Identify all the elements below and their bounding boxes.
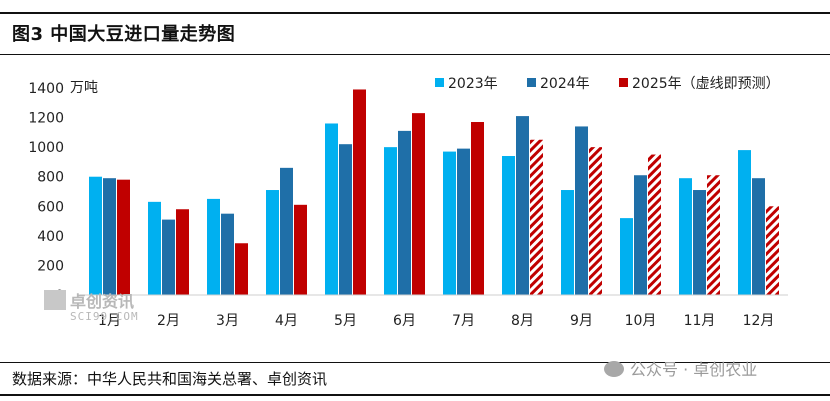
- y-tick-label: 1200: [28, 111, 64, 127]
- figure-title: 图3 中国大豆进口量走势图: [12, 24, 236, 45]
- bar-forecast: [530, 139, 543, 295]
- x-tick-label: 11月: [684, 313, 716, 329]
- bar-forecast: [707, 175, 720, 295]
- title-rule: [0, 54, 830, 55]
- y-tick-label: 200: [37, 258, 64, 274]
- y-tick-label: 600: [37, 199, 64, 215]
- watermark-left-url: SCI99.COM: [70, 310, 139, 323]
- y-tick-label: 400: [37, 229, 64, 245]
- bar: [325, 123, 338, 295]
- legend-swatch: [619, 78, 628, 87]
- x-tick-label: 3月: [216, 313, 239, 329]
- x-tick-label: 10月: [625, 313, 657, 329]
- bar: [176, 209, 189, 295]
- x-tick-label: 12月: [743, 313, 775, 329]
- legend-swatch: [435, 78, 444, 87]
- bar: [280, 167, 293, 295]
- bar: [516, 116, 529, 295]
- bar: [620, 218, 633, 295]
- watermark-left-name: 卓创资讯: [70, 292, 135, 311]
- legend-label: 2024年: [540, 76, 590, 92]
- bar: [353, 89, 366, 295]
- x-tick-label: 8月: [511, 313, 534, 329]
- bar-forecast: [589, 147, 602, 295]
- bar: [148, 201, 161, 295]
- wechat-icon: [604, 361, 624, 377]
- bar: [89, 176, 102, 295]
- watermark-right-text: 公众号 · 卓创农业: [630, 360, 758, 379]
- y-tick-label: 1000: [28, 140, 64, 156]
- bar: [738, 150, 751, 295]
- bar-forecast: [648, 154, 661, 295]
- y-axis: 0200400600800100012001400: [28, 81, 64, 304]
- bar: [235, 243, 248, 295]
- bars: [89, 89, 779, 295]
- source-rule: [0, 362, 830, 363]
- bar: [207, 198, 220, 295]
- x-tick-label: 7月: [452, 313, 475, 329]
- legend-label: 2025年（虚线即预测）: [632, 76, 780, 92]
- bar: [561, 190, 574, 295]
- bar: [103, 178, 116, 295]
- watermark-left: 卓创资讯 SCI99.COM: [44, 288, 139, 323]
- legend-swatch: [527, 78, 536, 87]
- bar: [162, 219, 175, 295]
- bar: [398, 130, 411, 295]
- x-tick-label: 1月: [98, 313, 121, 329]
- bar: [443, 151, 456, 295]
- bar: [266, 190, 279, 295]
- bar: [384, 147, 397, 295]
- x-tick-label: 6月: [393, 313, 416, 329]
- bar: [339, 144, 352, 295]
- bar: [117, 179, 130, 295]
- bar-forecast: [766, 206, 779, 295]
- bottom-rule: [0, 394, 830, 396]
- bar: [412, 113, 425, 295]
- bar: [693, 190, 706, 295]
- bar: [471, 122, 484, 295]
- x-tick-label: 9月: [570, 313, 593, 329]
- y-axis-unit: 万吨: [70, 80, 98, 96]
- x-axis: 1月 2月 3月 4月 5月 6月 7月 8月 9月 10月 11月 12月: [98, 313, 774, 329]
- y-tick-label: 1400: [28, 81, 64, 97]
- company-logo-icon: [44, 290, 66, 310]
- x-tick-label: 4月: [275, 313, 298, 329]
- bar: [294, 204, 307, 295]
- x-tick-label: 5月: [334, 313, 357, 329]
- legend: 2023年 2024年 2025年（虚线即预测）: [435, 76, 780, 92]
- bar: [575, 126, 588, 295]
- watermark-right: 公众号 · 卓创农业: [604, 356, 757, 380]
- legend-label: 2023年: [448, 76, 498, 92]
- top-rule: [0, 12, 830, 14]
- bar: [752, 178, 765, 295]
- y-tick-label: 800: [37, 170, 64, 186]
- bar: [679, 178, 692, 295]
- bar: [457, 148, 470, 295]
- bar: [502, 156, 515, 295]
- x-tick-label: 2月: [157, 313, 180, 329]
- data-source: 数据来源：中华人民共和国海关总署、卓创资讯: [12, 370, 328, 388]
- bar: [634, 175, 647, 295]
- bar: [221, 213, 234, 295]
